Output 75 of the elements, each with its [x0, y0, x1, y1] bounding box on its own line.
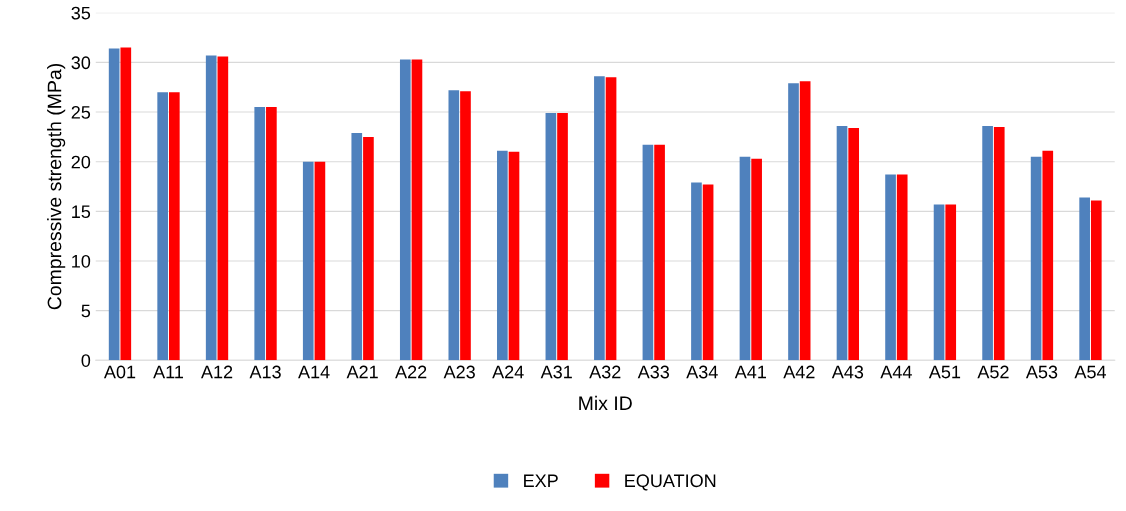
- legend-label: EXP: [524, 474, 558, 487]
- bar: [168, 92, 180, 361]
- y-tick-label: 30: [71, 56, 91, 70]
- bar: [448, 90, 460, 361]
- x-axis-title: Mix ID: [579, 395, 632, 410]
- bar: [351, 132, 363, 361]
- y-tick-label: 25: [71, 105, 91, 119]
- x-tick-label: A43: [831, 365, 864, 379]
- bar: [108, 48, 120, 361]
- y-tick-label: 5: [81, 304, 91, 318]
- bar: [205, 55, 217, 361]
- bar: [266, 107, 277, 361]
- x-tick-label: A32: [589, 365, 621, 379]
- bar: [982, 125, 993, 361]
- x-tick-label: A51: [928, 365, 961, 379]
- bar: [993, 126, 1005, 361]
- bar: [314, 161, 326, 361]
- bar: [254, 107, 266, 361]
- bar: [1042, 150, 1054, 361]
- bar: [594, 76, 605, 361]
- bar: [508, 151, 520, 361]
- bar: [411, 59, 423, 361]
- bar: [302, 161, 314, 361]
- bar: [702, 184, 714, 361]
- bar: [557, 113, 568, 361]
- x-tick-label: A31: [540, 365, 572, 379]
- bar: [399, 59, 411, 361]
- bar: [751, 158, 762, 361]
- bar: [217, 56, 229, 361]
- bar: [157, 92, 169, 361]
- x-tick-label: A12: [201, 365, 233, 379]
- bar: [120, 47, 132, 361]
- x-tick-label: A24: [492, 365, 524, 379]
- y-tick-label: 35: [71, 6, 91, 20]
- bar: [739, 156, 751, 361]
- x-tick-label: A23: [443, 365, 475, 379]
- x-tick-label: A14: [298, 365, 330, 379]
- x-tick-label: A11: [153, 365, 184, 379]
- bar: [642, 144, 654, 361]
- x-tick-label: A53: [1025, 365, 1058, 379]
- x-tick-label: A34: [686, 365, 718, 379]
- legend-label: EQUATION: [625, 474, 716, 491]
- bar: [691, 182, 702, 361]
- bar: [497, 150, 508, 361]
- bar: [1030, 156, 1042, 361]
- x-tick-label: A42: [783, 365, 815, 379]
- x-tick-label: A01: [103, 365, 136, 379]
- bar: [799, 81, 811, 361]
- x-tick-label: A22: [395, 365, 427, 379]
- x-tick-label: A54: [1074, 365, 1107, 379]
- x-tick-label: A33: [637, 365, 670, 379]
- bar: [885, 174, 896, 361]
- bar: [933, 204, 945, 361]
- y-tick-label: 20: [71, 155, 91, 169]
- x-tick-label: A13: [249, 365, 281, 379]
- bar: [788, 83, 799, 361]
- y-axis-title: Compressive strength (MPa): [47, 63, 66, 310]
- x-tick-label: A41: [734, 365, 766, 379]
- y-tick-label: 10: [72, 254, 91, 268]
- bar: [545, 113, 557, 361]
- bar: [605, 77, 617, 361]
- bar: [1079, 197, 1090, 361]
- y-tick-label: 0: [81, 354, 91, 367]
- bar: [848, 127, 860, 361]
- bar: [460, 91, 471, 361]
- bar: [363, 136, 374, 361]
- x-tick-label: A44: [880, 365, 912, 379]
- x-tick-label: A52: [977, 365, 1009, 379]
- bar: [1090, 200, 1102, 361]
- bar: [896, 174, 908, 361]
- bar: [945, 204, 957, 361]
- bar: [836, 125, 848, 361]
- y-tick-label: 15: [72, 205, 91, 219]
- bar: [654, 144, 665, 361]
- x-tick-label: A21: [346, 365, 378, 379]
